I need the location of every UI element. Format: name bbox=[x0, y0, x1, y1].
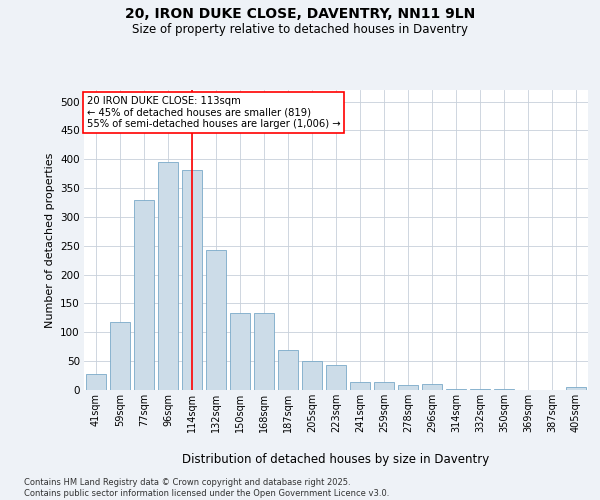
Bar bbox=[182, 170, 202, 390]
Bar bbox=[350, 382, 370, 390]
Text: 20, IRON DUKE CLOSE, DAVENTRY, NN11 9LN: 20, IRON DUKE CLOSE, DAVENTRY, NN11 9LN bbox=[125, 8, 475, 22]
Bar bbox=[254, 314, 274, 390]
Bar bbox=[110, 322, 130, 390]
Text: Contains HM Land Registry data © Crown copyright and database right 2025.
Contai: Contains HM Land Registry data © Crown c… bbox=[24, 478, 389, 498]
Text: Size of property relative to detached houses in Daventry: Size of property relative to detached ho… bbox=[132, 22, 468, 36]
Bar bbox=[158, 162, 178, 390]
Y-axis label: Number of detached properties: Number of detached properties bbox=[44, 152, 55, 328]
Bar bbox=[326, 364, 346, 390]
Text: 20 IRON DUKE CLOSE: 113sqm
← 45% of detached houses are smaller (819)
55% of sem: 20 IRON DUKE CLOSE: 113sqm ← 45% of deta… bbox=[86, 96, 340, 129]
Bar bbox=[422, 384, 442, 390]
Bar bbox=[278, 350, 298, 390]
Bar bbox=[86, 374, 106, 390]
Bar bbox=[302, 361, 322, 390]
Bar bbox=[134, 200, 154, 390]
Bar bbox=[566, 387, 586, 390]
Bar bbox=[230, 314, 250, 390]
Bar bbox=[374, 382, 394, 390]
Bar bbox=[398, 386, 418, 390]
Text: Distribution of detached houses by size in Daventry: Distribution of detached houses by size … bbox=[182, 452, 490, 466]
Bar bbox=[206, 250, 226, 390]
